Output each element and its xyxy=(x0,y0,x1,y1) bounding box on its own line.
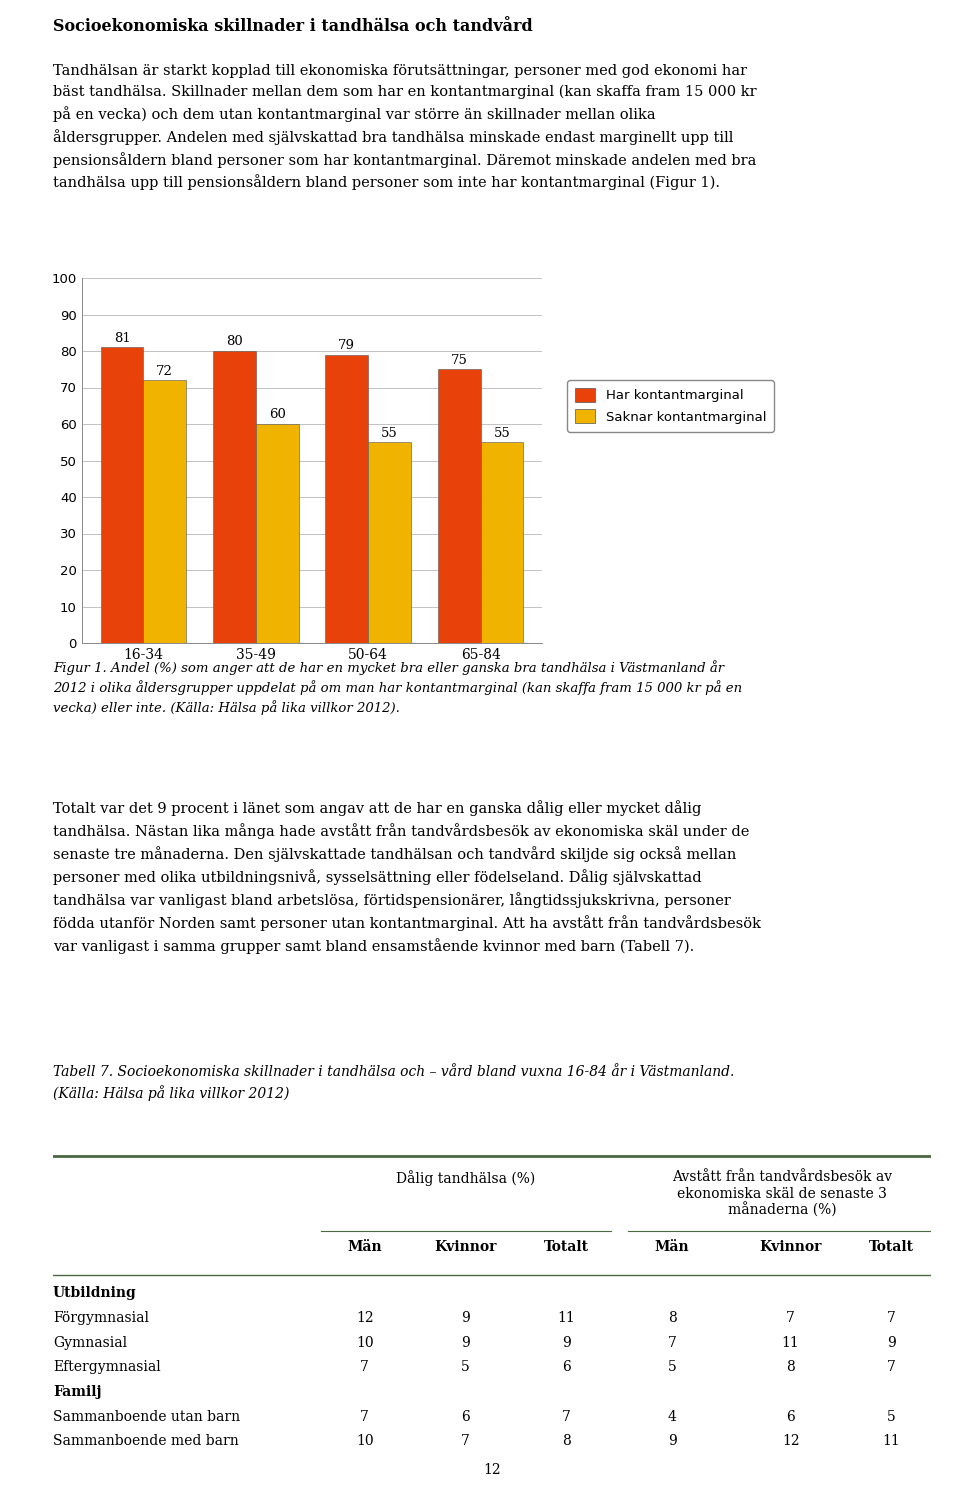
Text: 10: 10 xyxy=(356,1336,373,1350)
Text: 6: 6 xyxy=(563,1360,571,1374)
Bar xyxy=(369,442,411,643)
Bar xyxy=(255,424,299,643)
Text: 9: 9 xyxy=(668,1435,677,1448)
Text: 6: 6 xyxy=(786,1409,795,1423)
Bar xyxy=(481,442,523,643)
Text: 8: 8 xyxy=(563,1435,571,1448)
Text: Eftergymnasial: Eftergymnasial xyxy=(53,1360,160,1374)
Text: Figur 1. Andel (%) som anger att de har en mycket bra eller ganska bra tandhälsa: Figur 1. Andel (%) som anger att de har … xyxy=(53,660,742,715)
Text: Sammanboende utan barn: Sammanboende utan barn xyxy=(53,1409,240,1423)
Text: 6: 6 xyxy=(461,1409,470,1423)
Text: Socioekonomiska skillnader i tandhälsa och tandvård: Socioekonomiska skillnader i tandhälsa o… xyxy=(53,18,533,34)
Text: 11: 11 xyxy=(781,1336,800,1350)
Text: 7: 7 xyxy=(887,1311,896,1324)
Text: 60: 60 xyxy=(269,409,285,421)
Text: 79: 79 xyxy=(338,339,355,352)
Text: Totalt var det 9 procent i länet som angav att de har en ganska dålig eller myck: Totalt var det 9 procent i länet som ang… xyxy=(53,800,760,954)
Text: 81: 81 xyxy=(113,331,131,345)
Text: 5: 5 xyxy=(461,1360,470,1374)
Text: Tandhälsan är starkt kopplad till ekonomiska förutsättningar, personer med god e: Tandhälsan är starkt kopplad till ekonom… xyxy=(53,64,756,191)
Text: Gymnasial: Gymnasial xyxy=(53,1336,127,1350)
Text: 7: 7 xyxy=(887,1360,896,1374)
Text: Kvinnor: Kvinnor xyxy=(435,1239,497,1254)
Text: Avstått från tandvårdsbesök av
ekonomiska skäl de senaste 3
månaderna (%): Avstått från tandvårdsbesök av ekonomisk… xyxy=(672,1171,892,1218)
Bar xyxy=(213,351,255,643)
Legend: Har kontantmarginal, Saknar kontantmarginal: Har kontantmarginal, Saknar kontantmargi… xyxy=(567,379,774,431)
Text: Kvinnor: Kvinnor xyxy=(759,1239,822,1254)
Text: 55: 55 xyxy=(493,427,511,440)
Text: 7: 7 xyxy=(563,1409,571,1423)
Text: 7: 7 xyxy=(461,1435,470,1448)
Text: 9: 9 xyxy=(887,1336,896,1350)
Text: 72: 72 xyxy=(156,364,173,378)
Text: Förgymnasial: Förgymnasial xyxy=(53,1311,149,1324)
Text: Utbildning: Utbildning xyxy=(53,1287,136,1300)
Text: Dålig tandhälsa (%): Dålig tandhälsa (%) xyxy=(396,1171,536,1185)
Text: Familj: Familj xyxy=(53,1386,102,1399)
Bar xyxy=(143,381,186,643)
Text: 7: 7 xyxy=(360,1360,369,1374)
Text: Totalt: Totalt xyxy=(869,1239,914,1254)
Text: 8: 8 xyxy=(668,1311,677,1324)
Text: 12: 12 xyxy=(483,1463,501,1477)
Text: 12: 12 xyxy=(781,1435,800,1448)
Text: Sammanboende med barn: Sammanboende med barn xyxy=(53,1435,238,1448)
Text: 11: 11 xyxy=(558,1311,576,1324)
Text: 10: 10 xyxy=(356,1435,373,1448)
Bar xyxy=(438,369,481,643)
Text: 75: 75 xyxy=(451,354,468,367)
Text: 7: 7 xyxy=(667,1336,677,1350)
Text: Totalt: Totalt xyxy=(544,1239,589,1254)
Text: Män: Män xyxy=(348,1239,382,1254)
Text: 9: 9 xyxy=(461,1336,470,1350)
Text: 11: 11 xyxy=(883,1435,900,1448)
Text: 7: 7 xyxy=(360,1409,369,1423)
Text: 5: 5 xyxy=(887,1409,896,1423)
Bar xyxy=(325,355,369,643)
Bar xyxy=(101,348,143,643)
Text: 80: 80 xyxy=(226,336,243,348)
Text: 55: 55 xyxy=(381,427,398,440)
Text: Tabell 7. Socioekonomiska skillnader i tandhälsa och – vård bland vuxna 16-84 år: Tabell 7. Socioekonomiska skillnader i t… xyxy=(53,1065,734,1100)
Text: Män: Män xyxy=(655,1239,689,1254)
Text: 9: 9 xyxy=(461,1311,470,1324)
Text: 5: 5 xyxy=(668,1360,677,1374)
Text: 9: 9 xyxy=(563,1336,571,1350)
Text: 7: 7 xyxy=(786,1311,795,1324)
Text: 12: 12 xyxy=(356,1311,373,1324)
Text: 8: 8 xyxy=(786,1360,795,1374)
Text: 4: 4 xyxy=(667,1409,677,1423)
